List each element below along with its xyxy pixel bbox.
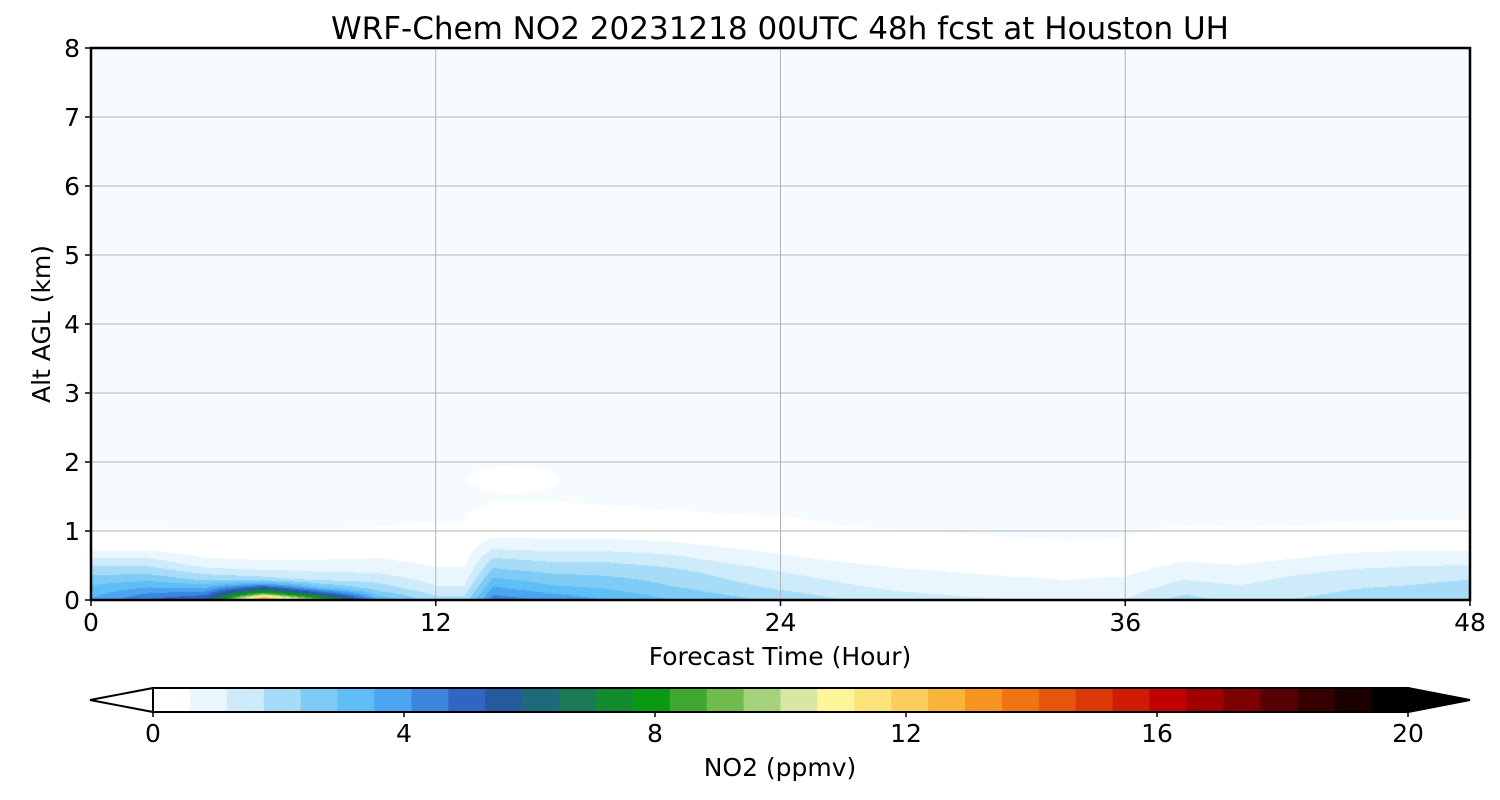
colorbar-segment xyxy=(669,688,708,712)
x-axis-label: Forecast Time (Hour) xyxy=(649,642,912,671)
colorbar-segment xyxy=(337,688,376,712)
colorbar-segment xyxy=(448,688,486,712)
colorbar-segment xyxy=(595,688,634,712)
colorbar-segment xyxy=(928,688,966,712)
colorbar-tick-label: 4 xyxy=(396,719,412,748)
x-tick-label: 0 xyxy=(83,608,99,637)
x-tick-label: 36 xyxy=(1109,608,1141,637)
colorbar-segment xyxy=(226,688,265,712)
colorbar-segment xyxy=(632,688,671,712)
colorbar-segment xyxy=(780,688,819,712)
y-tick-label: 1 xyxy=(64,517,80,546)
colorbar-segment xyxy=(1112,688,1151,712)
x-tick-label: 48 xyxy=(1454,608,1486,637)
colorbar-segment xyxy=(854,688,892,712)
colorbar-segment xyxy=(891,688,929,712)
colorbar-segment xyxy=(1371,688,1409,712)
colorbar-segment xyxy=(189,688,228,712)
colorbar-segment xyxy=(1186,688,1225,712)
y-tick-label: 0 xyxy=(64,586,80,615)
colorbar-segment xyxy=(817,688,855,712)
y-axis-ticks: 0 1 2 3 4 5 6 7 8 xyxy=(64,34,91,615)
colorbar-tick-label: 12 xyxy=(890,719,922,748)
colorbar-segment xyxy=(559,688,597,712)
colorbar: 0 4 8 12 16 20 xyxy=(89,686,1471,748)
colorbar-segment xyxy=(522,688,560,712)
y-tick-label: 4 xyxy=(64,310,80,339)
y-tick-label: 8 xyxy=(64,34,80,63)
colorbar-min-extension xyxy=(89,686,154,714)
colorbar-segment xyxy=(1075,688,1114,712)
grid-lines xyxy=(91,48,1470,600)
colorbar-segment xyxy=(153,688,191,712)
colorbar-segment xyxy=(1149,688,1188,712)
colorbar-tick-label: 0 xyxy=(145,719,161,748)
x-tick-label: 24 xyxy=(765,608,797,637)
y-tick-label: 2 xyxy=(64,448,80,477)
colorbar-frame xyxy=(152,687,1409,713)
colorbar-tick-label: 16 xyxy=(1141,719,1173,748)
colorbar-segment xyxy=(1334,688,1372,712)
y-axis-label: Alt AGL (km) xyxy=(27,245,56,403)
colorbar-segment xyxy=(1297,688,1335,712)
colorbar-segment xyxy=(743,688,782,712)
colorbar-segment xyxy=(1223,688,1261,712)
chart-title: WRF-Chem NO2 20231218 00UTC 48h fcst at … xyxy=(331,11,1229,47)
colorbar-segment xyxy=(411,688,449,712)
colorbar-segment xyxy=(485,688,523,712)
colorbar-segment xyxy=(374,688,412,712)
colorbar-segment xyxy=(965,688,1003,712)
y-tick-label: 5 xyxy=(64,241,80,270)
colorbar-label: NO2 (ppmv) xyxy=(704,753,857,782)
colorbar-segment xyxy=(1001,688,1040,712)
x-tick-label: 12 xyxy=(420,608,452,637)
x-axis-ticks: 0 12 24 36 48 xyxy=(83,600,1486,637)
colorbar-segment xyxy=(1038,688,1077,712)
colorbar-segment xyxy=(300,688,339,712)
colorbar-segment xyxy=(263,688,302,712)
colorbar-tick-label: 8 xyxy=(647,719,663,748)
colorbar-tick-label: 20 xyxy=(1392,719,1424,748)
colorbar-segment xyxy=(706,688,745,712)
y-tick-label: 7 xyxy=(64,103,80,132)
colorbar-max-extension xyxy=(1407,686,1471,714)
y-tick-label: 3 xyxy=(64,379,80,408)
colorbar-segment xyxy=(1260,688,1298,712)
y-tick-label: 6 xyxy=(64,172,80,201)
